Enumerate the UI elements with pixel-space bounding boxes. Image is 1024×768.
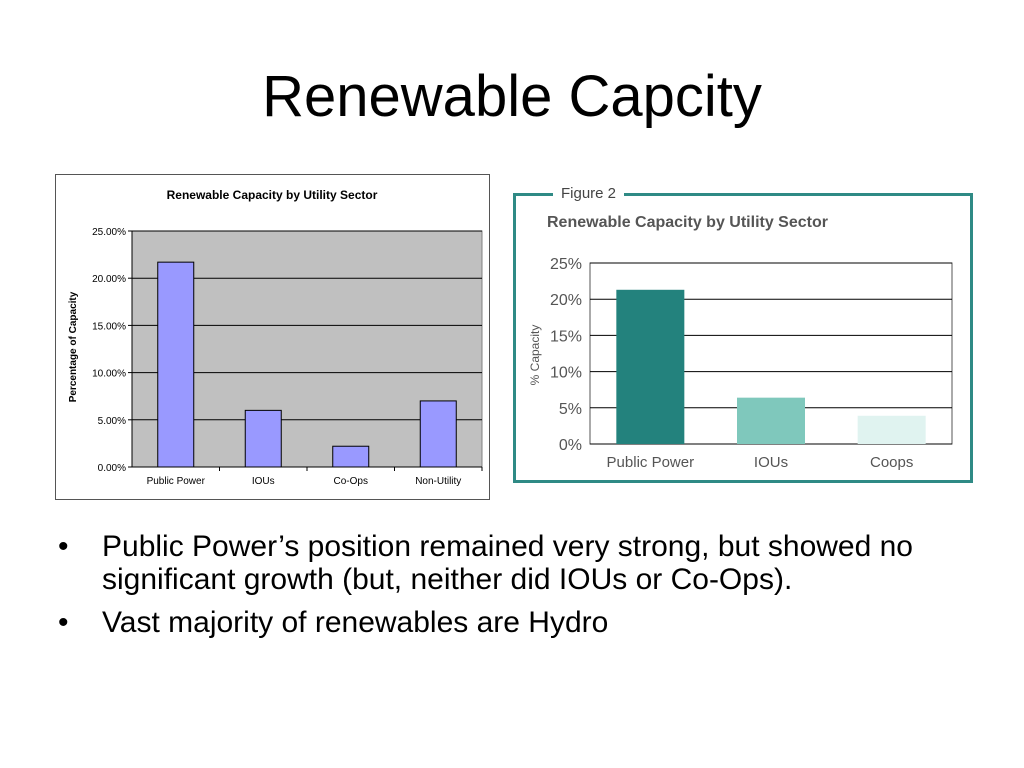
y-tick-label: 0.00%	[98, 463, 126, 474]
chart-right-title: Renewable Capacity by Utility Sector	[547, 214, 828, 231]
chart-left-plot: 0.00% 5.00% 10.00% 15.00% 20.00% 25.00% Public…	[92, 227, 483, 487]
y-tick-label: 15%	[550, 328, 582, 345]
bullet-text: Public Power’s position remained very st…	[102, 530, 913, 596]
chart-right-container: Renewable Capacity by Utility Sector % C…	[513, 193, 973, 483]
y-tick-label: 0%	[559, 437, 582, 454]
bar	[332, 445, 370, 468]
bullet-list: • Public Power’s position remained very …	[58, 530, 958, 649]
chart-left-title: Renewable Capacity by Utility Sector	[167, 188, 378, 202]
chart-right-ylabel: % Capacity	[528, 325, 542, 386]
chart-left-ylabel: Percentage of Capacity	[68, 291, 79, 402]
bar	[244, 409, 282, 468]
chart-left-svg: Renewable Capacity by Utility Sector Per…	[68, 188, 483, 487]
y-tick-label: 5.00%	[98, 416, 126, 427]
y-tick-label: 15.00%	[92, 321, 126, 332]
bar	[857, 415, 926, 444]
chart-right-plot: 0% 5% 10% 15% 20% 25% Public Power IOUs Coops	[550, 256, 953, 471]
y-tick-label: 20.00%	[92, 274, 126, 285]
y-tick-label: 25.00%	[92, 227, 126, 238]
x-tick-label: Coops	[870, 454, 913, 471]
y-tick-label: 20%	[550, 292, 582, 309]
x-tick-label: Public Power	[147, 476, 206, 487]
bullet-dot: •	[58, 606, 69, 639]
bar	[616, 289, 685, 444]
bullet-item: • Public Power’s position remained very …	[58, 530, 958, 596]
bar	[737, 397, 805, 444]
y-tick-label: 10.00%	[92, 369, 126, 380]
x-tick-label: Public Power	[607, 454, 695, 471]
bar	[419, 400, 457, 468]
slide-title: Renewable Capcity	[262, 64, 762, 129]
bar	[157, 261, 195, 468]
y-tick-label: 25%	[550, 256, 582, 273]
x-tick-label: IOUs	[754, 454, 788, 471]
bullet-item: • Vast majority of renewables are Hydro	[58, 606, 958, 639]
bullet-text: Vast majority of renewables are Hydro	[102, 606, 609, 639]
chart-right-svg: Renewable Capacity by Utility Sector % C…	[528, 214, 953, 471]
x-tick-label: Co-Ops	[334, 476, 368, 487]
chart-left-container: Renewable Capacity by Utility Sector Per…	[55, 174, 490, 500]
bullet-dot: •	[58, 530, 69, 563]
y-tick-label: 5%	[559, 401, 582, 418]
x-tick-label: Non-Utility	[415, 476, 461, 487]
figure-label: Figure 2	[553, 185, 625, 202]
y-tick-label: 10%	[550, 365, 582, 382]
x-tick-label: IOUs	[252, 476, 275, 487]
